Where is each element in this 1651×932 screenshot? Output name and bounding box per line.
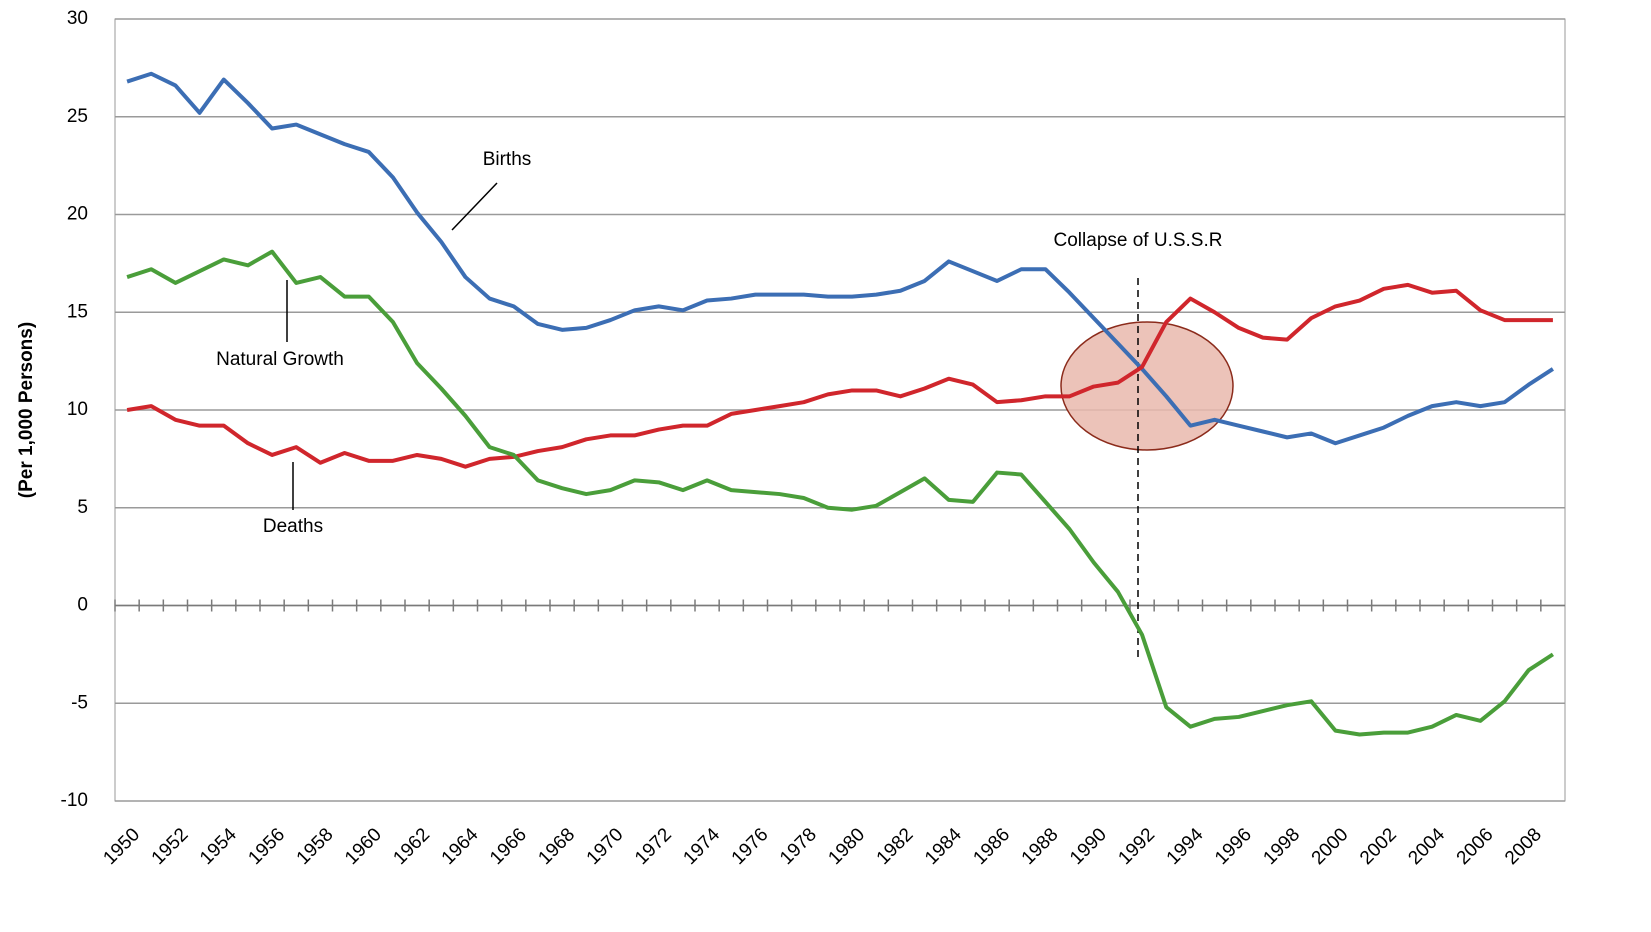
x-tick-label: 1968 <box>534 824 579 869</box>
series-line <box>126 282 1553 469</box>
x-tick-label: 1960 <box>341 824 386 869</box>
y-tick-label: -5 <box>71 692 88 713</box>
x-tick-label: 1958 <box>293 824 338 869</box>
series-line <box>126 71 1555 446</box>
x-tick-label: 1986 <box>969 824 1014 869</box>
y-tick-label: 20 <box>67 204 88 225</box>
highlight-ellipse <box>1060 321 1234 451</box>
x-tick-label: 1998 <box>1259 824 1304 869</box>
series-label: Deaths <box>263 516 323 537</box>
series-label: Natural Growth <box>216 349 344 370</box>
y-tick-label: 10 <box>67 399 88 420</box>
x-tick-label: 1972 <box>631 824 676 869</box>
series-label: Births <box>483 149 532 170</box>
x-tick-label: 1954 <box>196 824 241 869</box>
x-tick-label: 1976 <box>728 824 773 869</box>
x-tick-label: 1978 <box>776 824 821 869</box>
x-tick-label: 1984 <box>921 824 966 869</box>
x-tick-label: 1980 <box>824 824 869 869</box>
series-line <box>126 249 1555 737</box>
x-tick-label: 2004 <box>1404 824 1449 869</box>
label-leader <box>451 182 498 231</box>
x-tick-label: 1990 <box>1066 824 1111 869</box>
x-tick-label: 2006 <box>1453 824 1498 869</box>
x-tick-label: 2000 <box>1308 824 1353 869</box>
x-tick-label: 1952 <box>148 824 193 869</box>
y-axis-label: (Per 1,000 Persons) <box>16 322 37 498</box>
x-tick-label: 1996 <box>1211 824 1256 869</box>
y-tick-label: 0 <box>77 595 88 616</box>
x-tick-label: 1950 <box>99 824 144 869</box>
y-tick-label: 15 <box>67 301 88 322</box>
x-tick-label: 1994 <box>1163 824 1208 869</box>
x-tick-label: 1962 <box>389 824 434 869</box>
x-tick-label: 1992 <box>1114 824 1159 869</box>
x-tick-label: 1982 <box>873 824 918 869</box>
x-tick-label: 1964 <box>438 824 483 869</box>
x-tick-label: 1988 <box>1018 824 1063 869</box>
y-tick-label: 30 <box>67 8 88 29</box>
y-tick-label: -10 <box>61 790 88 811</box>
x-tick-label: 1970 <box>583 824 628 869</box>
x-tick-label: 1966 <box>486 824 531 869</box>
x-tick-label: 2002 <box>1356 824 1401 869</box>
annotation: Collapse of U.S.S.R <box>1054 230 1223 251</box>
x-tick-label: 2008 <box>1501 824 1546 869</box>
y-tick-label: 5 <box>77 497 88 518</box>
x-tick-label: 1974 <box>679 824 724 869</box>
x-tick-label: 1956 <box>244 824 289 869</box>
y-tick-label: 25 <box>67 106 88 127</box>
